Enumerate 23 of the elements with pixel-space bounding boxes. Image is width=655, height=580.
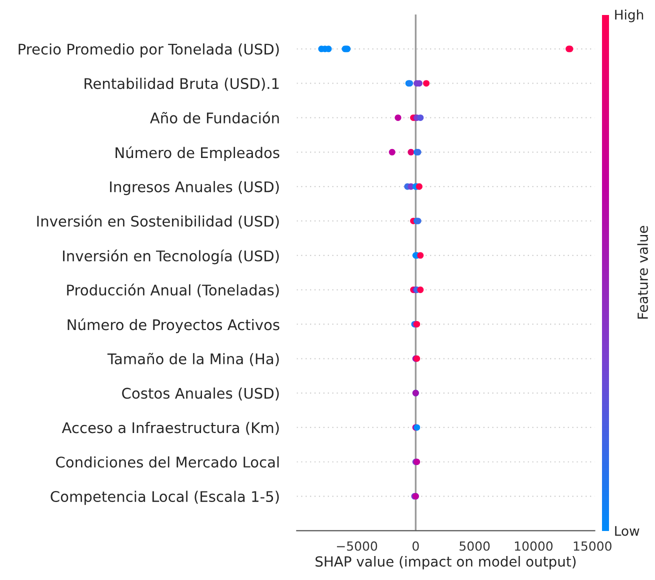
color-bar-title: Feature value: [637, 226, 648, 319]
y-tick-label: Inversión en Sostenibilidad (USD): [37, 214, 279, 228]
y-tick-label: Número de Empleados: [116, 146, 280, 162]
y-tick-label: Producción Anual (Toneladas): [67, 284, 279, 298]
y-tick-label: Costos Anuales (USD): [122, 388, 279, 401]
y-tick-label: Tamaño de la Mina (Ha): [107, 352, 279, 366]
y-tick-label: Número de Proyectos Activos: [68, 318, 280, 334]
color-bar-label: Low: [615, 526, 640, 536]
x-tick-label: 5000: [460, 541, 490, 551]
x-tick-label: 10000: [514, 541, 553, 551]
y-tick-label: Acceso a Infraestructura (Km): [62, 422, 279, 435]
color-bar-label: High: [615, 9, 644, 22]
y-tick-label: Condiciones del Mercado Local: [56, 456, 279, 468]
y-tick-label: Ingresos Anuales (USD): [110, 181, 279, 196]
y-tick-label: Inversión en Tecnología (USD): [63, 250, 279, 264]
x-tick-label: −5000: [336, 541, 378, 551]
y-tick-label: Año de Fundación: [150, 112, 279, 124]
x-tick-label: 0: [412, 541, 419, 551]
x-tick-label: 15000: [574, 541, 612, 551]
x-axis-title: SHAP value (impact on model output): [316, 556, 576, 570]
y-tick-label: Rentabilidad Bruta (USD).1: [84, 78, 279, 91]
y-tick-label: Competencia Local (Escala 1-5): [50, 490, 279, 505]
y-tick-label: Precio Promedio por Tonelada (USD): [18, 43, 279, 58]
